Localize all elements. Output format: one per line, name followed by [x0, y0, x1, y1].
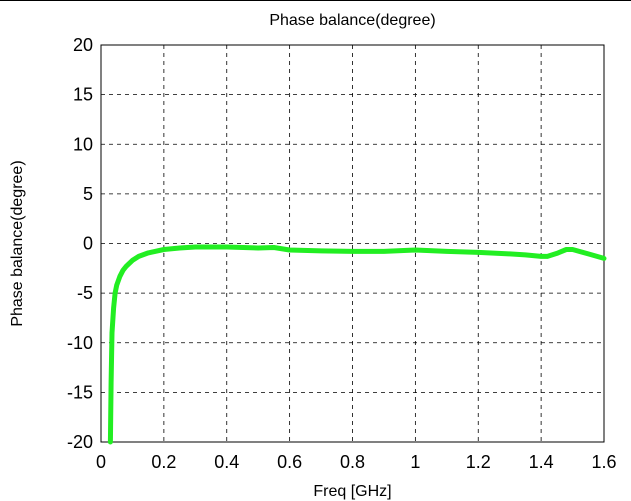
y-tick-label: -5 [77, 283, 93, 303]
y-tick-label: -20 [67, 432, 93, 452]
y-axis-title: Phase balance(degree) [9, 160, 26, 326]
x-tick-labels: 0 0.2 0.4 0.6 0.8 1 1.2 1.4 1.6 [96, 452, 617, 472]
x-tick-label: 0 [96, 452, 106, 472]
y-tick-label: 0 [83, 234, 93, 254]
y-tick-label: -10 [67, 333, 93, 353]
y-tick-label: 5 [83, 184, 93, 204]
x-tick-label: 1 [410, 452, 420, 472]
y-tick-label: 15 [73, 85, 93, 105]
x-tick-label: 0.4 [214, 452, 239, 472]
x-tick-label: 0.6 [277, 452, 302, 472]
y-tick-label: 10 [73, 134, 93, 154]
grid-lines [101, 45, 604, 442]
x-tick-label: 0.8 [340, 452, 365, 472]
x-axis-title: Freq [GHz] [313, 483, 391, 500]
y-tick-label: -15 [67, 382, 93, 402]
x-tick-label: 1.6 [591, 452, 616, 472]
series-line [107, 244, 607, 445]
y-tick-labels: -20 -15 -10 -5 0 5 10 15 20 [67, 35, 93, 452]
series-group [107, 244, 607, 445]
x-tick-label: 1.2 [466, 452, 491, 472]
x-tick-label: 0.2 [151, 452, 176, 472]
y-tick-label: 20 [73, 35, 93, 55]
chart-title: Phase balance(degree) [269, 12, 435, 29]
plot-frame [100, 44, 605, 443]
x-tick-label: 1.4 [529, 452, 554, 472]
